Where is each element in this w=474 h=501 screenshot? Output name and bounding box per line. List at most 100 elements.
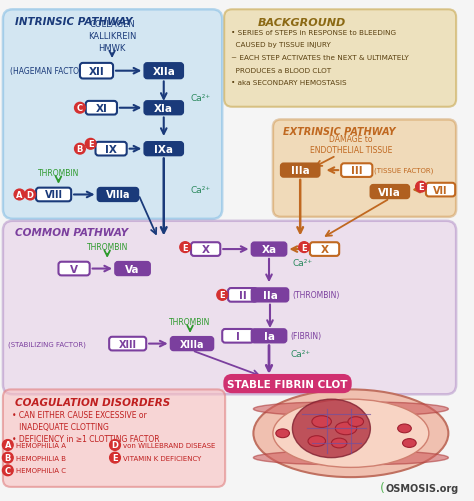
FancyBboxPatch shape	[370, 185, 410, 199]
Text: A: A	[5, 440, 11, 449]
Text: IIa: IIa	[263, 290, 277, 300]
Text: INADEQUATE CLOTTING: INADEQUATE CLOTTING	[12, 422, 109, 431]
Text: III: III	[351, 166, 363, 176]
FancyBboxPatch shape	[144, 143, 183, 156]
Text: XIIa: XIIa	[152, 67, 175, 77]
Circle shape	[25, 190, 36, 200]
Text: Ia: Ia	[264, 331, 274, 341]
Text: V: V	[70, 264, 78, 274]
Text: • DEFICIENCY in ≥1 CLOTTING FACTOR: • DEFICIENCY in ≥1 CLOTTING FACTOR	[12, 434, 159, 443]
Text: HEMOPHILIA B: HEMOPHILIA B	[16, 455, 65, 461]
Text: Ca²⁺: Ca²⁺	[190, 94, 210, 103]
Text: STABLE FIBRIN CLOT: STABLE FIBRIN CLOT	[227, 379, 348, 389]
FancyBboxPatch shape	[96, 143, 127, 156]
FancyBboxPatch shape	[273, 120, 456, 217]
Text: • CAN EITHER CAUSE EXCESSIVE or: • CAN EITHER CAUSE EXCESSIVE or	[12, 410, 146, 419]
Text: X: X	[201, 244, 210, 255]
Text: (STABILIZING FACTOR): (STABILIZING FACTOR)	[8, 341, 86, 347]
Text: IX: IX	[105, 144, 117, 154]
Text: VIIIa: VIIIa	[106, 190, 130, 200]
Ellipse shape	[276, 429, 290, 438]
Ellipse shape	[254, 390, 448, 477]
FancyBboxPatch shape	[252, 329, 287, 343]
Text: E: E	[219, 291, 225, 300]
Text: A: A	[16, 190, 23, 199]
Text: Ca²⁺: Ca²⁺	[292, 259, 312, 268]
Text: E: E	[182, 243, 188, 252]
Text: (TISSUE FACTOR): (TISSUE FACTOR)	[374, 167, 434, 174]
Text: ~ EACH STEP ACTIVATES the NEXT & ULTIMATELY: ~ EACH STEP ACTIVATES the NEXT & ULTIMAT…	[231, 55, 409, 61]
Ellipse shape	[331, 438, 347, 448]
FancyBboxPatch shape	[426, 183, 455, 197]
Ellipse shape	[402, 439, 416, 447]
FancyBboxPatch shape	[341, 164, 372, 177]
Circle shape	[2, 440, 13, 450]
Text: C: C	[5, 466, 11, 475]
Circle shape	[109, 452, 120, 463]
Circle shape	[14, 190, 25, 200]
Text: PRODUCES a BLOOD CLOT: PRODUCES a BLOOD CLOT	[231, 68, 331, 74]
Text: C: C	[77, 104, 83, 113]
Circle shape	[109, 440, 120, 450]
Text: • SERIES of STEPS in RESPONSE to BLEEDING: • SERIES of STEPS in RESPONSE to BLEEDIN…	[231, 30, 396, 36]
Text: THROMBIN: THROMBIN	[169, 317, 211, 326]
FancyBboxPatch shape	[3, 390, 225, 487]
FancyBboxPatch shape	[281, 164, 319, 177]
FancyBboxPatch shape	[144, 102, 183, 115]
Text: COAGULATION DISORDERS: COAGULATION DISORDERS	[15, 397, 170, 407]
Text: THROMBIN: THROMBIN	[38, 168, 79, 177]
Ellipse shape	[335, 422, 357, 435]
Text: von WILLEBRAND DISEASE: von WILLEBRAND DISEASE	[123, 442, 215, 448]
Text: INTRINSIC PATHWAY: INTRINSIC PATHWAY	[15, 17, 132, 27]
Ellipse shape	[348, 417, 364, 426]
Text: VIII: VIII	[45, 190, 63, 200]
FancyBboxPatch shape	[144, 64, 183, 79]
Circle shape	[180, 242, 191, 253]
Text: (THROMBIN): (THROMBIN)	[292, 291, 340, 300]
Ellipse shape	[254, 402, 448, 416]
FancyBboxPatch shape	[171, 337, 213, 351]
Text: BACKGROUND: BACKGROUND	[258, 18, 346, 28]
Text: B: B	[77, 145, 83, 154]
FancyBboxPatch shape	[252, 243, 287, 257]
Text: (FIBRIN): (FIBRIN)	[291, 332, 321, 341]
Circle shape	[74, 103, 85, 114]
Text: IIIa: IIIa	[291, 166, 310, 176]
Text: Va: Va	[125, 264, 140, 274]
Circle shape	[217, 290, 228, 301]
Text: Xa: Xa	[262, 244, 276, 255]
Ellipse shape	[398, 424, 411, 433]
FancyBboxPatch shape	[3, 221, 456, 394]
Text: IXa: IXa	[154, 144, 173, 154]
Text: X: X	[320, 244, 328, 255]
Circle shape	[416, 182, 427, 193]
Text: D: D	[27, 190, 34, 199]
FancyBboxPatch shape	[191, 243, 220, 257]
Text: VII: VII	[433, 185, 448, 195]
Text: CAUSED by TISSUE INJURY: CAUSED by TISSUE INJURY	[231, 42, 331, 48]
FancyBboxPatch shape	[222, 329, 254, 343]
FancyBboxPatch shape	[109, 337, 146, 351]
Text: D: D	[111, 440, 118, 449]
Text: COMMON PATHWAY: COMMON PATHWAY	[15, 228, 128, 238]
Text: COLLAGEN
KALLIKREIN
HMWK: COLLAGEN KALLIKREIN HMWK	[88, 20, 136, 53]
Circle shape	[2, 452, 13, 463]
Text: • aka SECONDARY HEMOSTASIS: • aka SECONDARY HEMOSTASIS	[231, 80, 346, 86]
Text: HEMOPHILIA A: HEMOPHILIA A	[16, 442, 65, 448]
Text: II: II	[239, 290, 246, 300]
Text: VITAMIN K DEFICIENCY: VITAMIN K DEFICIENCY	[123, 455, 201, 461]
Text: E: E	[88, 140, 93, 149]
Ellipse shape	[292, 399, 370, 458]
Text: B: B	[5, 453, 11, 462]
FancyBboxPatch shape	[98, 188, 138, 202]
Text: XIa: XIa	[154, 104, 173, 114]
FancyBboxPatch shape	[228, 289, 257, 302]
FancyBboxPatch shape	[80, 64, 113, 79]
Text: Ca²⁺: Ca²⁺	[291, 349, 310, 358]
Ellipse shape	[312, 416, 331, 427]
Text: E: E	[301, 243, 307, 252]
Text: E: E	[418, 183, 424, 192]
FancyBboxPatch shape	[86, 102, 117, 115]
FancyBboxPatch shape	[58, 262, 90, 276]
FancyBboxPatch shape	[224, 375, 351, 393]
